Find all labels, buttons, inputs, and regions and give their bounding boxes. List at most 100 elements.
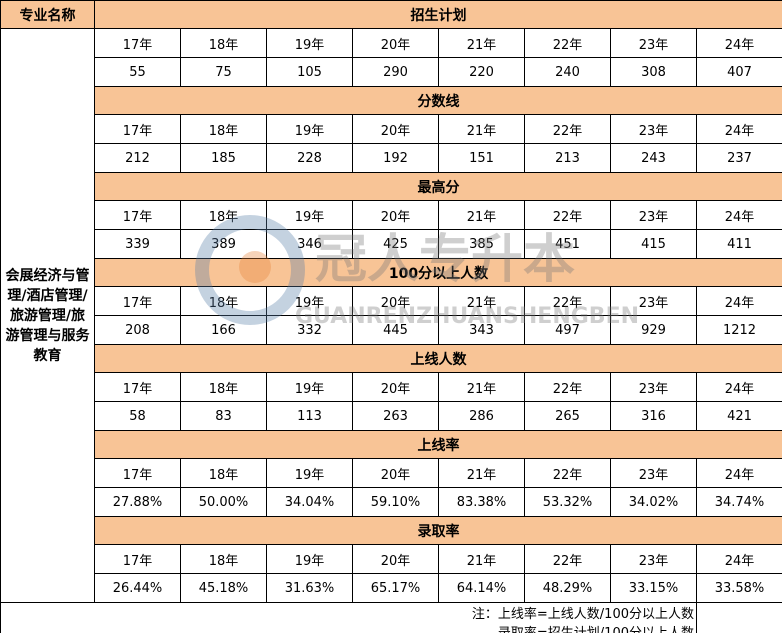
year-cell: 18年: [180, 286, 267, 316]
section-title: 最高分: [94, 172, 782, 201]
year-cell: 24年: [696, 544, 782, 574]
year-cell: 21年: [438, 544, 525, 574]
year-cell: 20年: [352, 372, 439, 402]
year-cell: 18年: [180, 200, 267, 230]
section-title: 分数线: [94, 86, 782, 115]
value-cell: 58: [94, 401, 181, 431]
year-cell: 22年: [524, 114, 611, 144]
value-cell: 33.58%: [696, 573, 782, 603]
year-cell: 24年: [696, 200, 782, 230]
value-cell: 339: [94, 229, 181, 259]
year-cell: 22年: [524, 200, 611, 230]
year-cell: 24年: [696, 28, 782, 58]
year-cell: 21年: [438, 286, 525, 316]
value-cell: 213: [524, 143, 611, 173]
year-cell: 21年: [438, 200, 525, 230]
year-cell: 20年: [352, 28, 439, 58]
year-cell: 17年: [94, 544, 181, 574]
years-row: 17年 18年 19年 20年 21年 22年 23年 24年: [1, 200, 782, 230]
header-label: 专业名称: [0, 0, 95, 29]
note-cell: 注：上线率=上线人数/100分以上人数录取率=招生计划/100分以上人数: [0, 602, 697, 633]
values-row: 208 166 332 445 343 497 929 1212: [1, 315, 782, 345]
major-name: 会展经济与管理/酒店管理/旅游管理/旅游管理与服务教育: [0, 28, 95, 603]
note-line: 注：上线率=上线人数/100分以上人数: [471, 607, 694, 622]
years-row: 17年 18年 19年 20年 21年 22年 23年 24年: [1, 544, 782, 574]
value-cell: 240: [524, 57, 611, 87]
value-cell: 55: [94, 57, 181, 87]
value-cell: 185: [180, 143, 267, 173]
values-row: 26.44% 45.18% 31.63% 65.17% 64.14% 48.29% 33.1…: [1, 573, 782, 603]
year-cell: 17年: [94, 372, 181, 402]
value-cell: 34.02%: [610, 487, 697, 517]
value-cell: 53.32%: [524, 487, 611, 517]
section-title: 招生计划: [94, 0, 782, 29]
value-cell: 113: [266, 401, 353, 431]
value-cell: 166: [180, 315, 267, 345]
years-row: 17年 18年 19年 20年 21年 22年 23年 24年: [1, 114, 782, 144]
year-cell: 19年: [266, 200, 353, 230]
value-cell: 50.00%: [180, 487, 267, 517]
year-cell: 24年: [696, 458, 782, 488]
values-row: 55 75 105 290 220 240 308 407: [1, 57, 782, 87]
note-row: 注：上线率=上线人数/100分以上人数录取率=招生计划/100分以上人数: [0, 602, 782, 633]
value-cell: 33.15%: [610, 573, 697, 603]
years-row: 17年 18年 19年 20年 21年 22年 23年 24年: [1, 286, 782, 316]
year-cell: 17年: [94, 28, 181, 58]
year-cell: 20年: [352, 114, 439, 144]
year-cell: 19年: [266, 458, 353, 488]
value-cell: 75: [180, 57, 267, 87]
years-row: 17年 18年 19年 20年 21年 22年 23年 24年: [1, 372, 782, 402]
year-cell: 24年: [696, 286, 782, 316]
value-cell: 286: [438, 401, 525, 431]
year-cell: 20年: [352, 458, 439, 488]
year-cell: 23年: [610, 372, 697, 402]
year-cell: 23年: [610, 458, 697, 488]
section-header-row: 最高分: [1, 172, 782, 201]
year-cell: 22年: [524, 544, 611, 574]
value-cell: 83: [180, 401, 267, 431]
value-cell: 263: [352, 401, 439, 431]
value-cell: 407: [696, 57, 782, 87]
value-cell: 34.74%: [696, 487, 782, 517]
values-row: 58 83 113 263 286 265 316 421: [1, 401, 782, 431]
value-cell: 105: [266, 57, 353, 87]
section-header-row: 100分以上人数: [1, 258, 782, 287]
value-cell: 48.29%: [524, 573, 611, 603]
value-cell: 425: [352, 229, 439, 259]
year-cell: 22年: [524, 28, 611, 58]
value-cell: 27.88%: [94, 487, 181, 517]
values-row: 339 389 346 425 385 451 415 411: [1, 229, 782, 259]
year-cell: 21年: [438, 114, 525, 144]
year-cell: 23年: [610, 200, 697, 230]
value-cell: 411: [696, 229, 782, 259]
value-cell: 228: [266, 143, 353, 173]
section-title: 100分以上人数: [94, 258, 782, 287]
year-cell: 24年: [696, 372, 782, 402]
value-cell: 83.38%: [438, 487, 525, 517]
value-cell: 343: [438, 315, 525, 345]
year-cell: 17年: [94, 286, 181, 316]
year-cell: 18年: [180, 458, 267, 488]
year-cell: 19年: [266, 286, 353, 316]
note-line: 录取率=招生计划/100分以上人数: [2, 624, 694, 633]
year-cell: 21年: [438, 458, 525, 488]
years-row: 会展经济与管理/酒店管理/旅游管理/旅游管理与服务教育 17年 18年 19年 20年 2…: [0, 28, 782, 603]
value-cell: 65.17%: [352, 573, 439, 603]
value-cell: 31.63%: [266, 573, 353, 603]
value-cell: 59.10%: [352, 487, 439, 517]
section-title: 上线率: [94, 430, 782, 459]
value-cell: 451: [524, 229, 611, 259]
value-cell: 1212: [696, 315, 782, 345]
year-cell: 19年: [266, 544, 353, 574]
value-cell: 308: [610, 57, 697, 87]
value-cell: 389: [180, 229, 267, 259]
value-cell: 212: [94, 143, 181, 173]
section-header-row: 上线人数: [1, 344, 782, 373]
year-cell: 23年: [610, 28, 697, 58]
year-cell: 20年: [352, 286, 439, 316]
value-cell: 421: [696, 401, 782, 431]
year-cell: 19年: [266, 372, 353, 402]
years-row: 17年 18年 19年 20年 21年 22年 23年 24年: [1, 458, 782, 488]
section-header-row: 录取率: [1, 516, 782, 545]
